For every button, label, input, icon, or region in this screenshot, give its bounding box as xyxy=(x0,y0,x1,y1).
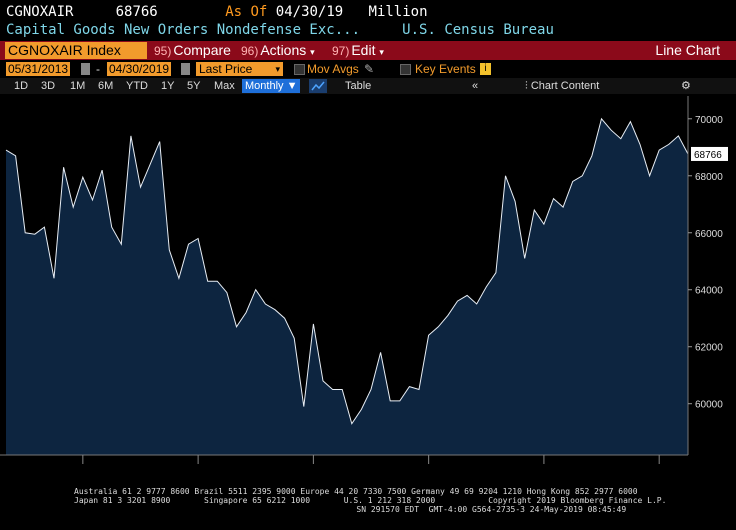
chart-area: 7000068000660006400062000600006876620132… xyxy=(0,96,736,478)
y-tick-label: 60000 xyxy=(695,400,723,411)
header-line-2: Capital Goods New Orders Nondefense Exc.… xyxy=(6,22,554,40)
period-1y[interactable]: 1Y xyxy=(161,80,175,92)
y-tick-label: 64000 xyxy=(695,286,723,297)
period-bar: 1D 3D 1M 6M YTD 1Y 5Y Max Monthly ▼ Tabl… xyxy=(0,78,736,94)
field-select[interactable]: Last Price ▾ xyxy=(196,62,283,76)
chart-type-title: Line Chart xyxy=(655,42,720,58)
period-3d[interactable]: 3D xyxy=(41,80,56,92)
y-tick-label: 70000 xyxy=(695,115,723,126)
frequency-value: Monthly xyxy=(245,80,284,92)
footer-line-1: Australia 61 2 9777 8600 Brazil 5511 239… xyxy=(74,487,638,496)
compare-button[interactable]: 95) Compare xyxy=(154,42,231,59)
ticker: CGNOXAIR xyxy=(6,4,74,20)
as-of-label: As Of xyxy=(225,4,268,20)
period-1d[interactable]: 1D xyxy=(14,80,29,92)
series-line xyxy=(5,117,689,425)
period-ytd[interactable]: YTD xyxy=(126,80,148,92)
info-icon[interactable]: i xyxy=(480,63,491,75)
footer-line-3: SN 291570 EDT GMT-4:00 G564-2735-3 24-Ma… xyxy=(0,505,627,514)
edit-label: Edit xyxy=(351,42,376,58)
last-value: 68766 xyxy=(115,4,158,20)
chevron-down-icon: ▾ xyxy=(310,47,315,57)
calendar-icon[interactable] xyxy=(81,63,90,75)
chevron-down-icon: ▾ xyxy=(379,47,384,57)
header-line-1: CGNOXAIR 68766 As Of 04/30/19 Million xyxy=(6,4,428,22)
last-value-box xyxy=(691,146,728,161)
period-6m[interactable]: 6M xyxy=(98,80,114,92)
frequency-select[interactable]: Monthly ▼ xyxy=(242,79,301,93)
pencil-icon[interactable]: ✎ xyxy=(364,62,375,76)
calendar-icon[interactable] xyxy=(181,63,190,75)
actions-num: 96) xyxy=(241,44,259,58)
chart-content-button[interactable]: ⫶ Chart Content xyxy=(525,79,599,93)
compare-label: Compare xyxy=(173,42,231,58)
key-events-label: Key Events xyxy=(415,62,476,76)
start-date-field[interactable]: 05/31/2013 xyxy=(6,62,71,76)
footer-line-2: Japan 81 3 3201 8900 Singapore 65 6212 1… xyxy=(74,496,667,505)
gear-icon[interactable]: ⚙ xyxy=(681,80,691,92)
unit: Million xyxy=(368,4,428,20)
controls-row: 05/31/2013 - 04/30/2019 Last Price ▾ Mov … xyxy=(0,61,736,77)
actions-button[interactable]: 96) Actions ▾ xyxy=(241,42,315,59)
source: U.S. Census Bureau xyxy=(402,22,554,38)
chart-svg[interactable]: 7000068000660006400062000600006876620132… xyxy=(0,96,736,478)
chart-icon: ⫶ xyxy=(525,80,528,92)
index-field[interactable]: CGNOXAIR Index xyxy=(5,42,147,59)
last-value-label: 68766 xyxy=(694,150,722,161)
description: Capital Goods New Orders Nondefense Exc.… xyxy=(6,22,361,38)
collapse-icon[interactable]: « xyxy=(472,80,479,92)
date-dash: - xyxy=(96,62,100,76)
end-date-field[interactable]: 04/30/2019 xyxy=(107,62,172,76)
y-tick-label: 62000 xyxy=(695,343,723,354)
chevron-down-icon: ▾ xyxy=(275,64,280,74)
line-chart-glyph xyxy=(311,81,325,91)
key-events-checkbox[interactable] xyxy=(400,64,411,75)
actions-label: Actions xyxy=(260,42,307,58)
compare-num: 95) xyxy=(154,44,172,58)
edit-button[interactable]: 97) Edit ▾ xyxy=(332,42,384,59)
field-value: Last Price xyxy=(199,62,253,76)
series-area xyxy=(6,118,688,456)
y-tick-label: 68000 xyxy=(695,172,723,183)
edit-num: 97) xyxy=(332,44,350,58)
footer: Australia 61 2 9777 8600 Brazil 5511 239… xyxy=(0,487,736,514)
y-tick-label: 66000 xyxy=(695,229,723,240)
period-1m[interactable]: 1M xyxy=(70,80,86,92)
toolbar: CGNOXAIR Index 95) Compare 96) Actions ▾ 9… xyxy=(0,41,736,60)
mov-avgs-label: Mov Avgs xyxy=(307,62,359,76)
table-button[interactable]: Table xyxy=(345,80,372,92)
chart-content-label: Chart Content xyxy=(530,80,600,92)
period-max[interactable]: Max xyxy=(214,80,235,92)
chevron-down-icon: ▼ xyxy=(286,80,298,92)
mov-avgs-checkbox[interactable] xyxy=(294,64,305,75)
as-of-date: 04/30/19 xyxy=(275,4,344,20)
line-chart-icon[interactable] xyxy=(309,79,327,93)
period-5y[interactable]: 5Y xyxy=(187,80,201,92)
